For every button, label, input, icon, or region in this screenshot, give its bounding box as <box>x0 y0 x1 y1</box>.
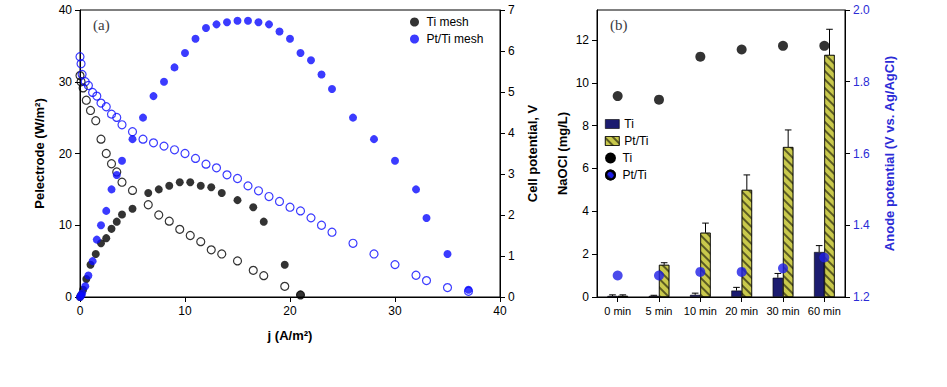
svg-text:4: 4 <box>508 126 515 140</box>
svg-text:Pt/Ti mesh: Pt/Ti mesh <box>427 32 484 46</box>
svg-text:(b): (b) <box>610 17 628 34</box>
svg-text:Ti: Ti <box>624 117 634 131</box>
svg-text:6: 6 <box>508 44 515 58</box>
svg-text:Ti mesh: Ti mesh <box>427 15 469 29</box>
svg-text:30 min: 30 min <box>766 305 799 317</box>
svg-text:40: 40 <box>493 304 507 318</box>
svg-text:0: 0 <box>77 304 84 318</box>
svg-text:10: 10 <box>59 218 73 232</box>
svg-text:Anode potential (V vs. Ag/AgCl: Anode potential (V vs. Ag/AgCl) <box>882 56 897 251</box>
svg-text:Pt/Ti: Pt/Ti <box>624 134 648 148</box>
svg-text:0: 0 <box>582 290 589 304</box>
svg-text:1.6: 1.6 <box>853 147 870 161</box>
svg-text:Ti: Ti <box>623 151 633 165</box>
svg-text:Pt/Ti: Pt/Ti <box>623 168 647 182</box>
svg-text:12: 12 <box>576 33 590 47</box>
svg-text:0: 0 <box>65 290 72 304</box>
svg-text:1.4: 1.4 <box>853 218 870 232</box>
svg-text:10: 10 <box>178 304 192 318</box>
svg-text:1.2: 1.2 <box>853 290 870 304</box>
svg-text:10: 10 <box>576 76 590 90</box>
svg-text:40: 40 <box>59 3 73 17</box>
svg-text:7: 7 <box>508 3 515 17</box>
svg-text:NaOCl (mg/L): NaOCl (mg/L) <box>555 112 570 195</box>
svg-text:1: 1 <box>508 249 515 263</box>
svg-text:Cell potential, V: Cell potential, V <box>525 104 540 202</box>
svg-text:5: 5 <box>508 85 515 99</box>
svg-text:0: 0 <box>508 290 515 304</box>
svg-text:2.0: 2.0 <box>853 3 870 17</box>
svg-text:4: 4 <box>582 204 589 218</box>
svg-text:Pelectrode (W/m²): Pelectrode (W/m²) <box>32 98 47 209</box>
svg-text:6: 6 <box>582 161 589 175</box>
svg-text:20 min: 20 min <box>725 305 758 317</box>
svg-text:j (A/m²): j (A/m²) <box>267 328 313 343</box>
svg-text:10 min: 10 min <box>684 305 717 317</box>
svg-text:20: 20 <box>283 304 297 318</box>
svg-text:(a): (a) <box>93 17 110 34</box>
svg-text:0 min: 0 min <box>604 305 631 317</box>
svg-text:30: 30 <box>59 75 73 89</box>
svg-text:60 min: 60 min <box>808 305 841 317</box>
svg-text:8: 8 <box>582 119 589 133</box>
svg-text:2: 2 <box>582 247 589 261</box>
svg-text:3: 3 <box>508 167 515 181</box>
svg-text:30: 30 <box>388 304 402 318</box>
svg-text:1.8: 1.8 <box>853 75 870 89</box>
svg-text:2: 2 <box>508 208 515 222</box>
svg-text:5 min: 5 min <box>646 305 673 317</box>
svg-text:20: 20 <box>59 147 73 161</box>
